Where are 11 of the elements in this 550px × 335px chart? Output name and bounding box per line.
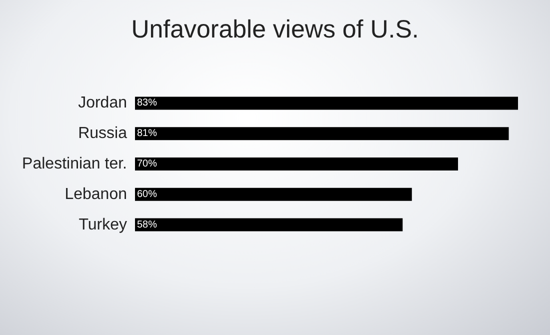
- data-label: 83%: [137, 98, 158, 109]
- y-tick-label: Turkey: [78, 216, 127, 234]
- data-label: 58%: [137, 219, 158, 230]
- chart-title: Unfavorable views of U.S.: [131, 16, 419, 44]
- data-label: 60%: [137, 188, 158, 200]
- y-tick-label: Russia: [78, 125, 128, 142]
- data-label: 81%: [137, 128, 158, 140]
- y-tick-label: Palestinian ter.: [22, 156, 127, 172]
- data-label: 70%: [137, 158, 158, 170]
- y-tick-label: Lebanon: [64, 186, 127, 203]
- y-tick-label: Jordan: [78, 94, 127, 112]
